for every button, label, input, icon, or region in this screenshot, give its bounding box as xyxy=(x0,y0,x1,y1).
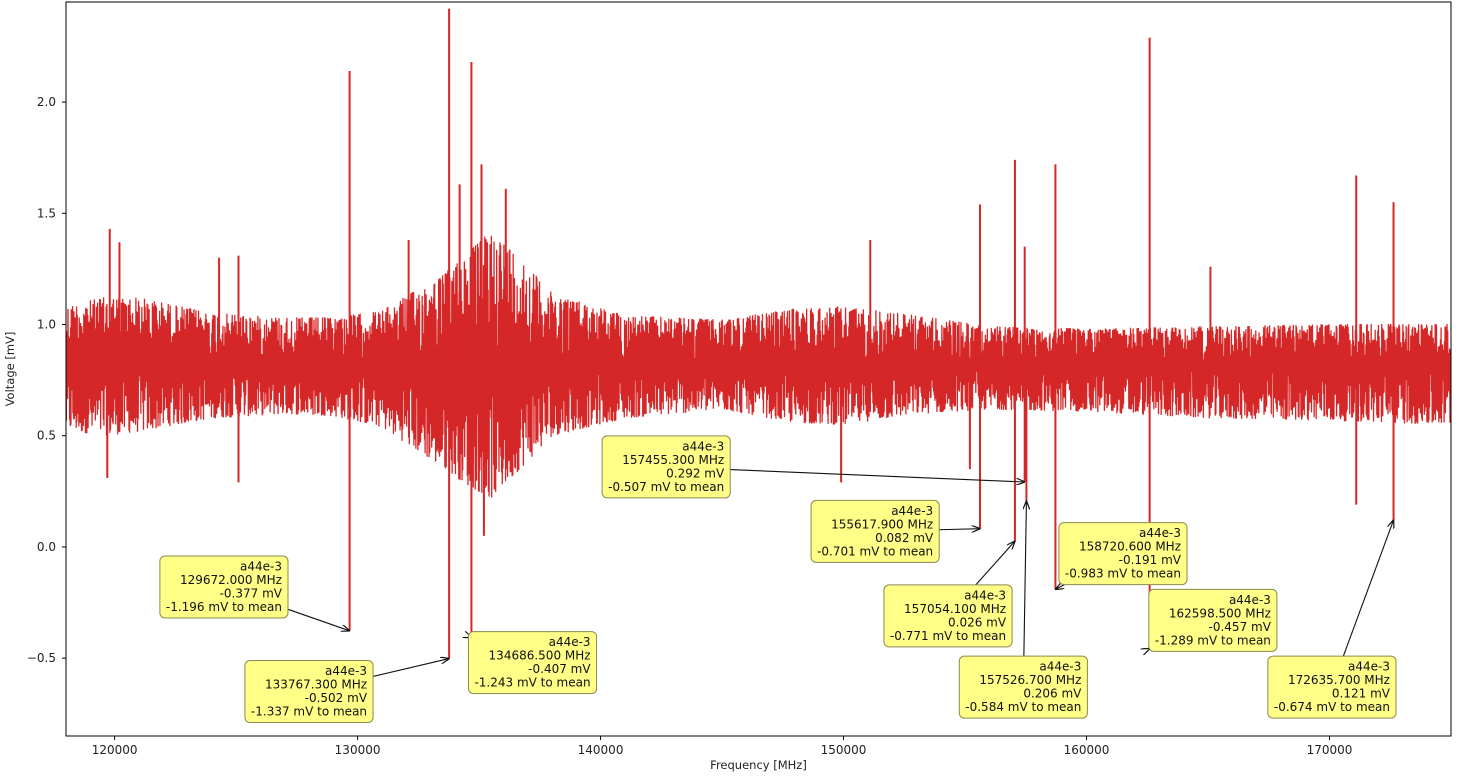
annotation-text-line: 157455.300 MHz xyxy=(622,453,724,467)
annotation-text-line: a44e-3 xyxy=(682,439,724,453)
annotation-arrow xyxy=(1055,585,1065,590)
y-axis-label: Voltage [mV] xyxy=(3,332,17,407)
annotation-text-line: a44e-3 xyxy=(1039,660,1081,674)
annotation-text-line: 133767.300 MHz xyxy=(265,678,367,692)
annotation-box xyxy=(883,584,1013,648)
annotation-text-line: 155617.900 MHz xyxy=(831,517,933,531)
annotation-box xyxy=(1058,522,1188,586)
annotation-text-line: 158720.600 MHz xyxy=(1079,540,1181,554)
annotation-text-line: a44e-3 xyxy=(1348,660,1390,674)
annotation-arrow xyxy=(372,659,449,678)
annotation-text-line: a44e-3 xyxy=(964,588,1006,602)
x-axis-ticks: 120000 130000 140000 150000 160000 170000 xyxy=(92,736,1353,757)
annotation-text-line: -0.407 mV xyxy=(528,662,591,676)
trace-line xyxy=(66,235,1451,498)
annotation-text-line: -0.584 mV to mean xyxy=(965,700,1081,714)
annotation-arrow xyxy=(939,529,980,530)
annotation-arrow xyxy=(287,608,350,630)
annotation-text-line: a44e-3 xyxy=(1139,526,1181,540)
annotation-box xyxy=(159,555,289,619)
x-tick-label: 170000 xyxy=(1307,743,1353,757)
annotation-text-line: 0.026 mV xyxy=(948,615,1007,629)
annotation-arrow xyxy=(1024,501,1027,657)
annotation-text-line: -0.377 mV xyxy=(220,586,283,600)
x-tick-label: 160000 xyxy=(1064,743,1110,757)
annotation-box xyxy=(467,631,598,695)
y-tick-label: 0.0 xyxy=(37,540,56,554)
annotation-text-line: a44e-3 xyxy=(549,635,591,649)
annotation-arrow xyxy=(1342,520,1393,657)
annotation-text-line: 0.206 mV xyxy=(1023,687,1082,701)
y-tick-label: 2.0 xyxy=(37,95,56,109)
x-tick-label: 150000 xyxy=(821,743,867,757)
x-tick-label: 140000 xyxy=(578,743,624,757)
annotation-text-line: -0.457 mV xyxy=(1209,620,1272,634)
annotation-text-line: -0.674 mV to mean xyxy=(1274,700,1390,714)
y-tick-label: 1.5 xyxy=(37,206,56,220)
y-tick-label: −0.5 xyxy=(27,651,56,665)
annotation-arrow xyxy=(975,541,1015,586)
annotation-text-line: 157054.100 MHz xyxy=(904,602,1006,616)
annotation-text-line: 0.082 mV xyxy=(875,531,934,545)
plot-frame xyxy=(65,1,1452,737)
annotation-text-line: 134686.500 MHz xyxy=(489,649,591,663)
annotation-text-line: -0.771 mV to mean xyxy=(890,629,1006,643)
x-axis-label: Frequency [MHz] xyxy=(710,758,807,772)
annotation-text-line: a44e-3 xyxy=(891,504,933,518)
annotation-text-line: a44e-3 xyxy=(325,664,367,678)
annotation-text-line: a44e-3 xyxy=(240,559,282,573)
annotation-text-line: a44e-3 xyxy=(1229,593,1271,607)
annotation-box xyxy=(244,660,374,724)
annotation-text-line: -1.243 mV to mean xyxy=(474,676,590,690)
spectrum-trace xyxy=(66,235,1451,498)
annotation-text-line: 157526.700 MHz xyxy=(979,673,1081,687)
x-tick-label: 130000 xyxy=(335,743,381,757)
annotation-text-line: 129672.000 MHz xyxy=(180,573,282,587)
annotation-box xyxy=(1267,655,1397,719)
annotation-text-line: 162598.500 MHz xyxy=(1169,606,1271,620)
annotation-text-line: 172635.700 MHz xyxy=(1288,673,1390,687)
annotation-text-line: -0.983 mV to mean xyxy=(1065,567,1181,581)
annotation-box xyxy=(601,435,731,499)
annotation-arrow xyxy=(730,469,1024,482)
y-axis-ticks: −0.5 0.0 0.5 1.0 1.5 2.0 xyxy=(27,95,66,665)
y-tick-label: 1.0 xyxy=(37,318,56,332)
annotation-text-line: -0.191 mV xyxy=(1119,553,1182,567)
annotation-text-line: -0.701 mV to mean xyxy=(817,544,933,558)
annotation-text-line: -1.337 mV to mean xyxy=(251,705,367,719)
annotation-box xyxy=(1148,588,1278,652)
annotation-text-line: 0.292 mV xyxy=(666,466,725,480)
x-tick-label: 120000 xyxy=(92,743,138,757)
annotation-text-line: -1.289 mV to mean xyxy=(1155,633,1271,647)
annotation-text-line: -1.196 mV to mean xyxy=(166,600,282,614)
y-tick-label: 0.5 xyxy=(37,429,56,443)
annotation-box xyxy=(810,499,940,563)
annotation-box xyxy=(958,655,1088,719)
annotation-text-line: -0.502 mV xyxy=(305,691,368,705)
annotation-text-line: 0.121 mV xyxy=(1332,687,1391,701)
spectrum-spikes xyxy=(106,8,1395,659)
annotation-text-line: -0.507 mV to mean xyxy=(608,480,724,494)
